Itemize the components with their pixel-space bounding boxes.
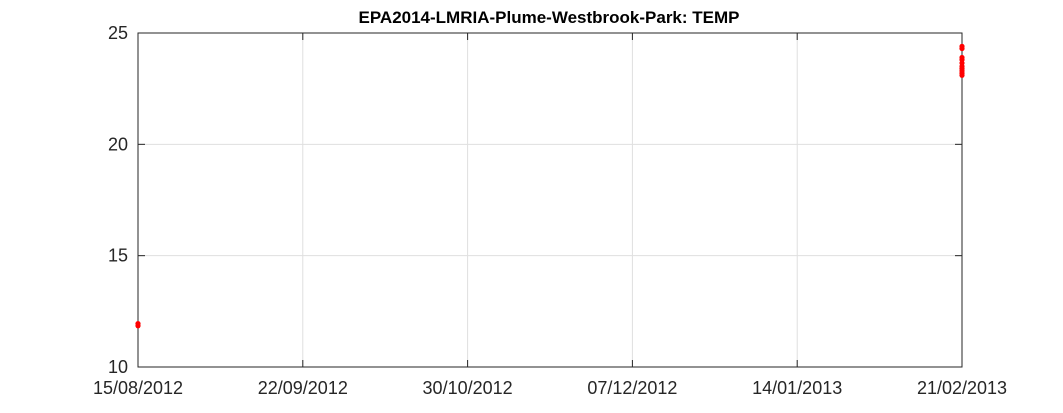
data-point [959,45,965,52]
data-point [959,72,965,78]
axis-layer: 15/08/2012 22/09/2012 30/10/2012 07/12/2012… [93,23,1007,398]
axes-box [137,32,963,368]
grid-layer [137,32,963,368]
x-tick-label: 15/08/2012 [93,378,183,398]
data-point [135,320,141,327]
data-layer [135,43,965,329]
y-tick-label: 25 [108,23,128,43]
x-tick-label: 22/09/2012 [258,378,348,398]
chart-title: EPA2014-LMRIA-Plume-Westbrook-Park: TEMP [359,8,740,27]
x-tick-label: 21/02/2013 [917,378,1007,398]
y-tick-label: 20 [108,134,128,154]
x-tick-label: 07/12/2012 [587,378,677,398]
x-tick-label: 30/10/2012 [423,378,513,398]
y-tick-label: 15 [108,246,128,266]
y-tick-label: 10 [108,357,128,377]
x-tick-label: 14/01/2013 [752,378,842,398]
